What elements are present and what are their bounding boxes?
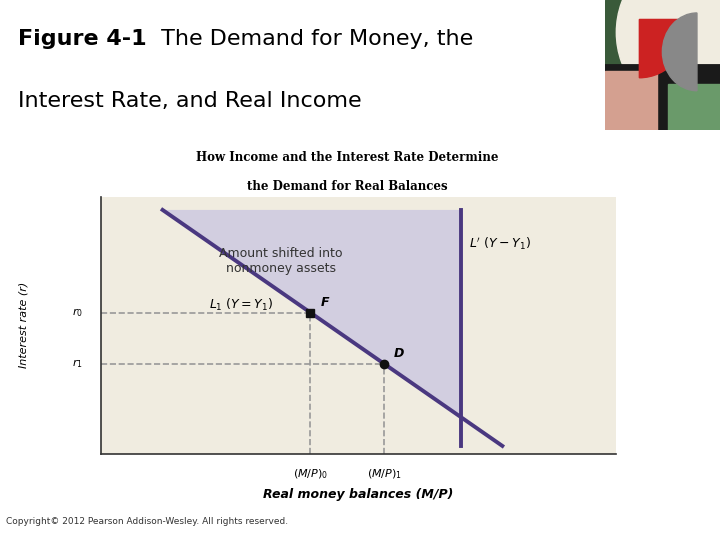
Text: the Demand for Real Balances: the Demand for Real Balances (247, 180, 448, 193)
Wedge shape (599, 65, 720, 136)
Text: $\bfit{D}$: $\bfit{D}$ (393, 347, 405, 360)
Text: Amount shifted into
nonmoney assets: Amount shifted into nonmoney assets (219, 247, 343, 275)
Wedge shape (616, 0, 720, 110)
Text: $(M/P)_1$: $(M/P)_1$ (366, 468, 402, 481)
Text: Interest rate (r): Interest rate (r) (19, 282, 29, 368)
Polygon shape (163, 210, 503, 446)
Text: The Demand for Money, the: The Demand for Money, the (154, 29, 474, 49)
Text: $\bfit{F}$: $\bfit{F}$ (320, 296, 330, 309)
Wedge shape (662, 13, 697, 91)
Text: $r_0$: $r_0$ (72, 306, 83, 319)
Bar (668, 84, 720, 130)
Bar (605, 71, 657, 130)
Text: 4-4: 4-4 (657, 511, 690, 529)
Text: $(M/P)_0$: $(M/P)_0$ (293, 468, 328, 481)
Text: Real money balances (M/P): Real money balances (M/P) (263, 488, 454, 501)
Text: How Income and the Interest Rate Determine: How Income and the Interest Rate Determi… (196, 151, 499, 164)
Text: Figure 4-1: Figure 4-1 (18, 29, 147, 49)
Text: Copyright© 2012 Pearson Addison-Wesley. All rights reserved.: Copyright© 2012 Pearson Addison-Wesley. … (6, 517, 289, 526)
Text: Interest Rate, and Real Income: Interest Rate, and Real Income (18, 91, 361, 111)
Text: $L_1\ (Y = Y_1)$: $L_1\ (Y = Y_1)$ (209, 297, 273, 313)
Text: $r_1$: $r_1$ (72, 357, 83, 370)
Wedge shape (639, 19, 691, 78)
Text: $L^{\prime}\ (Y - Y_1)$: $L^{\prime}\ (Y - Y_1)$ (469, 235, 531, 252)
